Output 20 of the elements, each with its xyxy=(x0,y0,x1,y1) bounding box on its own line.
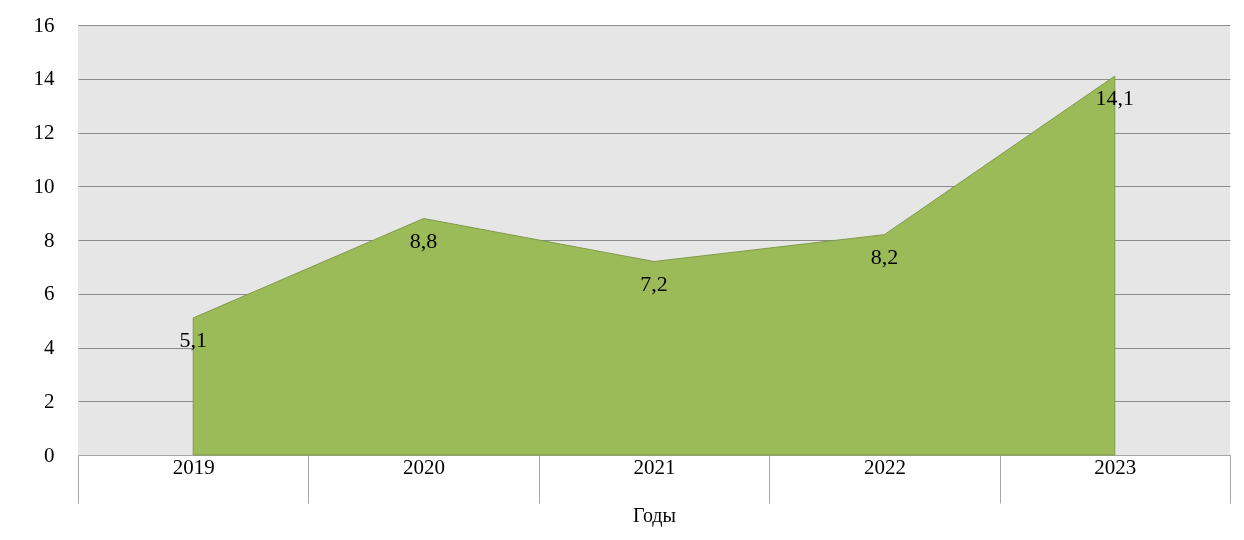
x-tick-label: 2019 xyxy=(172,454,215,479)
y-tick-label: 12 xyxy=(33,120,55,144)
x-tick-label: 2022 xyxy=(863,454,906,479)
y-tick-label: 10 xyxy=(33,173,55,198)
data-label: 5,1 xyxy=(179,326,207,352)
y-tick-label: 0 xyxy=(44,442,55,467)
y-tick-label: 6 xyxy=(44,281,55,306)
y-tick-label: 8 xyxy=(44,227,55,252)
data-label: 14,1 xyxy=(1095,85,1135,111)
x-tick-label: 2023 xyxy=(1094,454,1137,479)
x-axis-title: Годы xyxy=(633,504,676,527)
y-tick-label: 2 xyxy=(44,388,55,413)
data-label: 8,8 xyxy=(409,227,438,253)
y-tick-label: 16 xyxy=(33,12,55,37)
y-tick-label: 4 xyxy=(44,335,55,359)
x-tick-label: 2020 xyxy=(403,454,446,479)
x-tick-label: 2021 xyxy=(633,454,676,479)
data-label: 8,2 xyxy=(870,243,899,269)
data-label: 7,2 xyxy=(640,270,668,296)
y-tick-label: 14 xyxy=(33,66,55,91)
